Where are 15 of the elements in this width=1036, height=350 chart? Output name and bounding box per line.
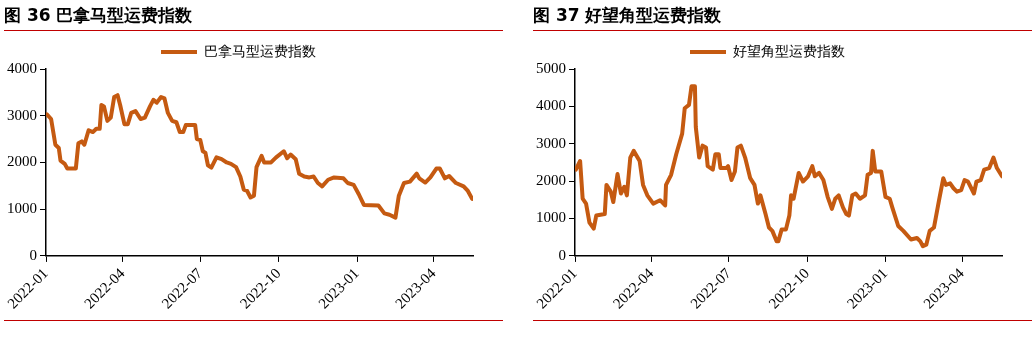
y-tick-label: 2000	[7, 153, 37, 170]
legend-label: 好望角型运费指数	[733, 42, 845, 59]
y-tick-label: 3000	[7, 106, 37, 123]
y-tick-label: 1000	[536, 209, 566, 226]
y-tick-label: 3000	[536, 134, 566, 151]
y-tick-label: 4000	[7, 59, 37, 76]
y-tick-label: 1000	[7, 200, 37, 217]
y-tick-label: 0	[29, 246, 37, 263]
y-tick-label: 2000	[536, 172, 566, 189]
legend-label: 巴拿马型运费指数	[204, 42, 316, 59]
chart-title: 图 37 好望角型运费指数	[533, 0, 1032, 31]
y-tick-label: 5000	[536, 59, 566, 76]
y-tick-label: 0	[558, 246, 566, 263]
y-tick-label: 4000	[536, 97, 566, 114]
chart-title: 图 36 巴拿马型运费指数	[4, 0, 503, 31]
